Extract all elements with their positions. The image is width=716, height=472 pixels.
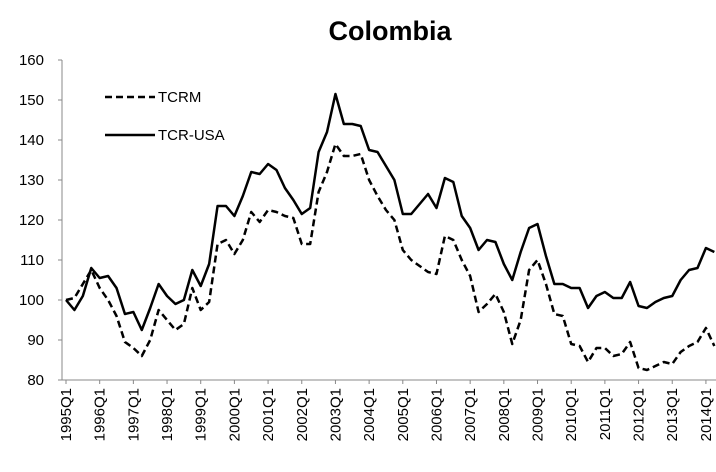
x-tick-label: 2003Q1 <box>327 388 344 441</box>
series-line <box>65 92 715 332</box>
x-tick-label: 2002Q1 <box>294 388 311 441</box>
x-tick-label: 2000Q1 <box>226 388 243 441</box>
y-tick-label: 160 <box>19 52 44 69</box>
x-tick-label: 2008Q1 <box>496 388 513 441</box>
y-tick-label: 120 <box>19 212 44 229</box>
x-tick-label: 1996Q1 <box>92 388 109 441</box>
x-tick-label: 2006Q1 <box>428 388 445 441</box>
x-tick-label: 2005Q1 <box>395 388 412 441</box>
y-tick-label: 140 <box>19 132 44 149</box>
y-tick-label: 130 <box>19 172 44 189</box>
x-tick-label: 2013Q1 <box>664 388 681 441</box>
x-tick-label: 2014Q1 <box>698 388 715 441</box>
x-tick-label: 2001Q1 <box>260 388 277 441</box>
chart-title: Colombia <box>328 16 452 46</box>
x-tick-label: 2012Q1 <box>631 388 648 441</box>
x-tick-label: 2009Q1 <box>530 388 547 441</box>
series-line <box>65 142 716 372</box>
x-tick-label: 2007Q1 <box>462 388 479 441</box>
x-tick-label: 1997Q1 <box>125 388 142 441</box>
y-tick-label: 110 <box>20 252 44 269</box>
legend-label: TCRM <box>158 89 201 106</box>
legend-label: TCR-USA <box>158 127 225 144</box>
x-tick-label: 2010Q1 <box>563 388 580 441</box>
y-tick-label: 90 <box>27 332 44 349</box>
x-tick-label: 1998Q1 <box>159 388 176 441</box>
x-tick-label: 1995Q1 <box>58 388 75 441</box>
y-tick-label: 100 <box>19 292 44 309</box>
y-tick-label: 150 <box>19 92 44 109</box>
y-tick-label: 80 <box>27 372 44 389</box>
x-tick-label: 2004Q1 <box>361 388 378 441</box>
x-tick-label: 1999Q1 <box>193 388 210 441</box>
x-tick-label: 2011Q1 <box>597 388 614 440</box>
